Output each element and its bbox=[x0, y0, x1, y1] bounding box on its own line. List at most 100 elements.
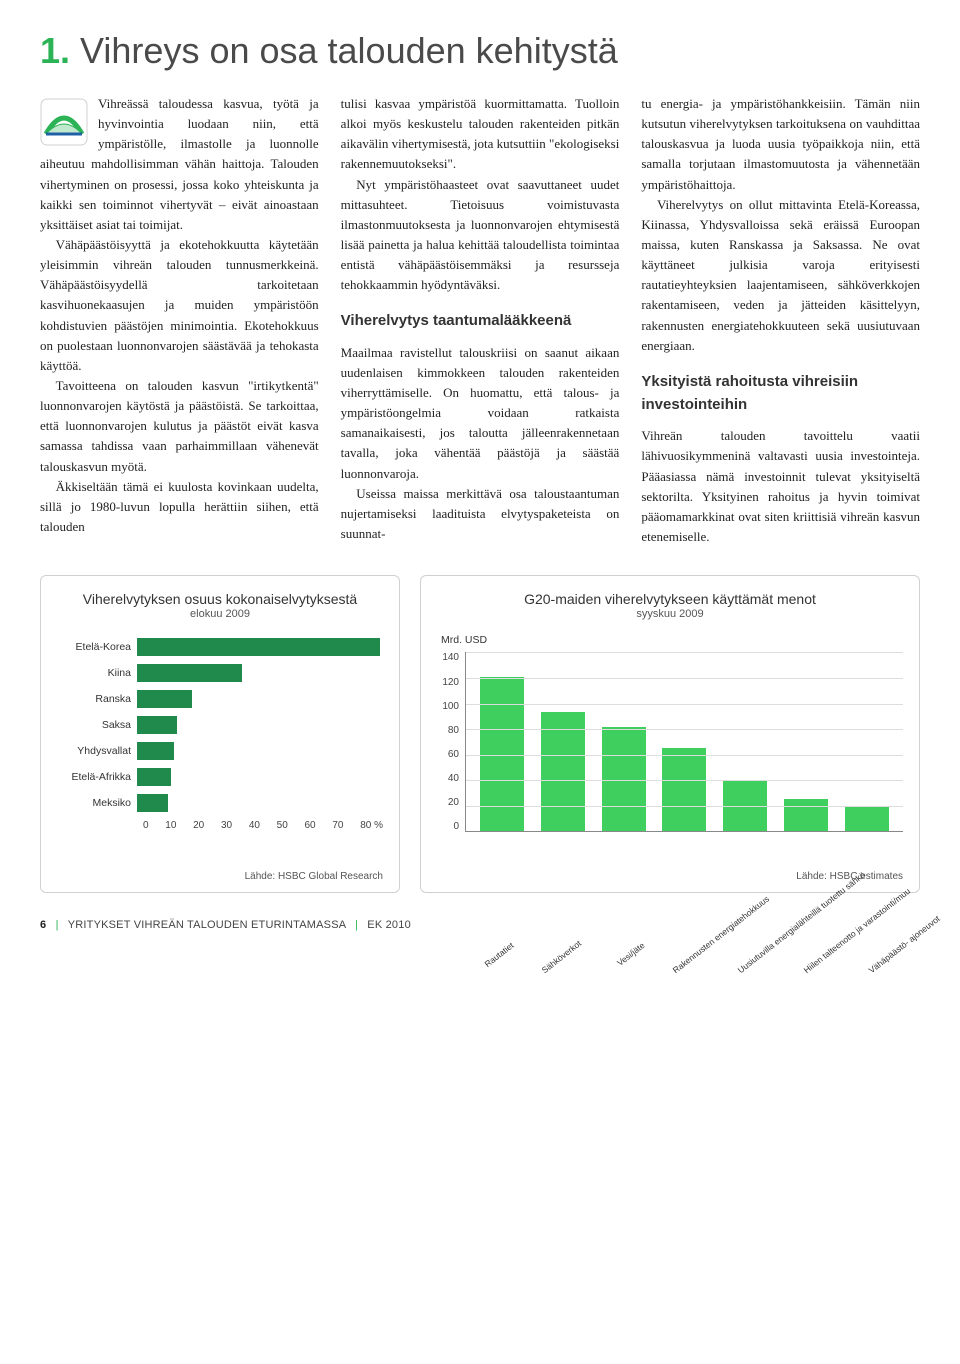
vbar-ytick: 140 bbox=[437, 652, 459, 663]
hbar-fill bbox=[137, 794, 168, 812]
vbar-ytick: 100 bbox=[437, 701, 459, 712]
chart2-source: Lähde: HSBC estimates bbox=[796, 871, 903, 882]
chart2-title: G20-maiden viherelvytykseen käyttämät me… bbox=[437, 590, 903, 608]
chart2-subtitle: syyskuu 2009 bbox=[437, 608, 903, 620]
hbar-label: Yhdysvallat bbox=[57, 745, 137, 757]
vbar bbox=[602, 727, 646, 832]
body-columns: Vihreässä taloudessa kasvua, työtä ja hy… bbox=[40, 94, 920, 547]
hbar-row: Meksiko bbox=[57, 790, 383, 816]
chart2-area: 140 120 100 80 60 40 20 0 bbox=[437, 652, 903, 862]
hbar-tick: 30 bbox=[221, 820, 232, 831]
hbar-fill bbox=[137, 638, 380, 656]
hbar-row: Etelä-Korea bbox=[57, 634, 383, 660]
heading-text: Vihreys on osa talouden kehitystä bbox=[80, 30, 618, 71]
vbar-gridline bbox=[466, 704, 903, 705]
hbar-tick: 40 bbox=[249, 820, 260, 831]
c1-p2: Vähäpäästöisyyttä ja ekotehokkuutta käyt… bbox=[40, 235, 319, 376]
hbar-label: Kiina bbox=[57, 667, 137, 679]
chart-share: Viherelvytyksen osuus kokonaiselvytykses… bbox=[40, 575, 400, 893]
vbar-gridline bbox=[466, 806, 903, 807]
vbar-ytick: 40 bbox=[437, 773, 459, 784]
chart2-bars bbox=[466, 652, 903, 831]
page-heading: 1. Vihreys on osa talouden kehitystä bbox=[40, 30, 920, 72]
hbar-track bbox=[137, 742, 383, 760]
hbar-tick: 20 bbox=[193, 820, 204, 831]
c2-p3: Maailmaa ravistellut talouskriisi on saa… bbox=[341, 343, 620, 484]
hbar-label: Etelä-Korea bbox=[57, 641, 137, 653]
chart2-xlabels: RautatietSähköverkotVesi/jäteRakennusten… bbox=[449, 941, 919, 950]
vbar-xlabel: Uusiutuvilla energialähteillä tuotettu s… bbox=[737, 941, 777, 975]
chart2-plot bbox=[465, 652, 903, 832]
vbar-gridline bbox=[466, 729, 903, 730]
hbar-tick: 80 % bbox=[360, 820, 383, 831]
c2-subhead: Viherelvytys taantumalääkkeenä bbox=[341, 309, 620, 332]
hbar-tick: 70 bbox=[332, 820, 343, 831]
hbar-label: Etelä-Afrikka bbox=[57, 771, 137, 783]
vbar bbox=[845, 806, 889, 832]
vbar-ytick: 60 bbox=[437, 749, 459, 760]
chart1-xaxis: 0 10 20 30 40 50 60 70 80 % bbox=[143, 820, 383, 831]
chart-spending: G20-maiden viherelvytykseen käyttämät me… bbox=[420, 575, 920, 893]
hbar-row: Yhdysvallat bbox=[57, 738, 383, 764]
c1-p3: Tavoitteena on talouden kasvun "irtikytk… bbox=[40, 376, 319, 477]
c3-p2: Viherelvytys on ollut mittavinta Etelä-K… bbox=[641, 195, 920, 356]
vbar-xlabel: Hiilen talteenotto ja varastointi/muu bbox=[802, 941, 842, 975]
vbar-ytick: 0 bbox=[437, 821, 459, 832]
hbar-label: Ranska bbox=[57, 693, 137, 705]
hbar-track bbox=[137, 664, 383, 682]
hbar-row: Etelä-Afrikka bbox=[57, 764, 383, 790]
vbar-gridline bbox=[466, 780, 903, 781]
hbar-label: Saksa bbox=[57, 719, 137, 731]
hbar-track bbox=[137, 638, 383, 656]
hbar-track bbox=[137, 768, 383, 786]
vbar-gridline bbox=[466, 755, 903, 756]
c3-subhead: Yksityistä rahoitusta vihreisiin investo… bbox=[641, 370, 920, 417]
footer-org: EK 2010 bbox=[367, 919, 411, 931]
hbar-track bbox=[137, 690, 383, 708]
page-number: 6 bbox=[40, 919, 46, 931]
hbar-fill bbox=[137, 690, 192, 708]
chart1-source: Lähde: HSBC Global Research bbox=[245, 871, 383, 882]
chart2-yunit: Mrd. USD bbox=[441, 634, 903, 646]
vbar-gridline bbox=[466, 652, 903, 653]
chart1-subtitle: elokuu 2009 bbox=[57, 608, 383, 620]
column-1: Vihreässä taloudessa kasvua, työtä ja hy… bbox=[40, 94, 319, 547]
hbar-tick: 10 bbox=[165, 820, 176, 831]
hbar-fill bbox=[137, 768, 171, 786]
vbar bbox=[662, 748, 706, 831]
vbar-xlabel: Vähäpäästö- ajoneuvot bbox=[868, 941, 908, 975]
hbar-row: Kiina bbox=[57, 660, 383, 686]
c3-p1: tu energia- ja ympäristöhankkeisiin. Täm… bbox=[641, 94, 920, 195]
vbar-gridline bbox=[466, 678, 903, 679]
chart1-bars: Etelä-Korea Kiina Ranska Saksa Yhdysvallat Et… bbox=[57, 634, 383, 816]
column-2: tulisi kasvaa ympäristöä kuormittamatta.… bbox=[341, 94, 620, 547]
hbar-row: Ranska bbox=[57, 686, 383, 712]
footer-sep-2: | bbox=[355, 919, 358, 931]
vbar-xlabel: Sähköverkot bbox=[540, 941, 580, 975]
chart1-title: Viherelvytyksen osuus kokonaiselvytykses… bbox=[57, 590, 383, 608]
footer-title: YRITYKSET VIHREÄN TALOUDEN ETURINTAMASSA bbox=[68, 919, 346, 931]
leaf-arc-icon bbox=[40, 98, 88, 146]
footer-sep-1: | bbox=[56, 919, 59, 931]
vbar-ytick: 120 bbox=[437, 677, 459, 688]
hbar-track bbox=[137, 716, 383, 734]
vbar-xlabel: Rakennusten energiatehokkuus bbox=[671, 941, 711, 975]
vbar-ytick: 80 bbox=[437, 725, 459, 736]
c2-p1: tulisi kasvaa ympäristöä kuormittamatta.… bbox=[341, 94, 620, 175]
vbar-xlabel: Vesi/jäte bbox=[606, 941, 646, 975]
c3-p3: Vihreän talouden tavoittelu vaatii lähiv… bbox=[641, 426, 920, 547]
hbar-fill bbox=[137, 742, 174, 760]
vbar bbox=[541, 712, 585, 831]
chart2-yaxis: 140 120 100 80 60 40 20 0 bbox=[437, 652, 465, 832]
hbar-tick: 60 bbox=[305, 820, 316, 831]
vbar-ytick: 20 bbox=[437, 797, 459, 808]
hbar-tick: 50 bbox=[277, 820, 288, 831]
heading-number: 1. bbox=[40, 30, 70, 71]
charts-row: Viherelvytyksen osuus kokonaiselvytykses… bbox=[40, 575, 920, 893]
vbar bbox=[784, 799, 828, 831]
hbar-track bbox=[137, 794, 383, 812]
hbar-fill bbox=[137, 664, 242, 682]
hbar-label: Meksiko bbox=[57, 797, 137, 809]
hbar-tick: 0 bbox=[143, 820, 149, 831]
c1-p4: Äkkiseltään tämä ei kuulosta kovinkaan u… bbox=[40, 477, 319, 537]
